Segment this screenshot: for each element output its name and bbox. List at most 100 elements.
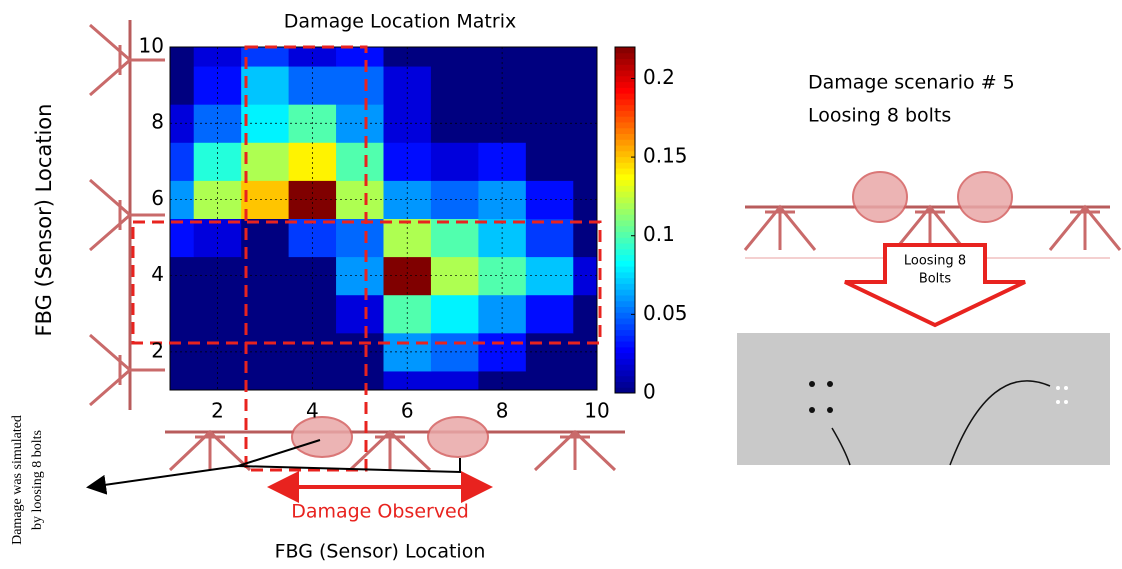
- colorbar-step: [615, 289, 635, 296]
- cell: [525, 66, 574, 105]
- colorbar-step: [615, 329, 635, 336]
- colorbar-step: [615, 185, 635, 192]
- colorbar-step: [615, 381, 635, 388]
- cell: [336, 218, 384, 258]
- x-axis-label: FBG (Sensor) Location: [275, 541, 486, 563]
- colorbar-step: [615, 225, 635, 233]
- cell: [430, 370, 479, 390]
- cell: [241, 66, 290, 105]
- y-tick-label: 8: [151, 110, 164, 134]
- cell: [573, 370, 597, 390]
- cell: [170, 370, 195, 390]
- cell: [430, 218, 479, 258]
- colorbar-step: [615, 145, 635, 152]
- colorbar-step: [615, 191, 635, 198]
- cell: [241, 370, 290, 390]
- y-tick-label: 10: [139, 34, 164, 58]
- colorbar-step: [615, 364, 635, 371]
- cell: [525, 294, 574, 334]
- cell: [478, 370, 527, 390]
- colorbar-step: [615, 335, 635, 342]
- colorbar-step: [615, 150, 635, 158]
- cell: [241, 218, 290, 258]
- cell: [525, 47, 574, 67]
- cell: [241, 47, 290, 67]
- colorbar-step: [615, 341, 635, 348]
- cell: [573, 294, 597, 334]
- cell: [478, 294, 527, 334]
- colorbar-step: [615, 104, 635, 111]
- annotation: Loosing 8: [904, 254, 966, 269]
- cell: [170, 66, 195, 105]
- cell: [170, 294, 195, 334]
- annotation: Damage scenario # 5: [808, 72, 1015, 94]
- colorbar-step: [615, 202, 635, 209]
- colorbar-step: [615, 116, 635, 123]
- cell: [525, 142, 574, 181]
- colorbar-step: [615, 87, 635, 94]
- cell: [573, 47, 597, 67]
- cell: [336, 66, 384, 105]
- colorbar-step: [615, 139, 635, 146]
- colorbar-step: [615, 294, 635, 302]
- colorbar-frame: [614, 46, 636, 394]
- cell: [241, 294, 290, 334]
- colorbar-step: [615, 358, 635, 365]
- colorbar-step: [615, 352, 635, 359]
- colorbar-step: [615, 369, 635, 377]
- colorbar-step: [615, 277, 635, 284]
- cell: [193, 294, 242, 334]
- cell: [478, 47, 527, 67]
- cell: [336, 47, 384, 67]
- cell: [170, 218, 195, 258]
- colorbar-step: [615, 237, 635, 244]
- colorbar-tick-label: 0.2: [643, 65, 675, 89]
- heatmap: [170, 47, 597, 390]
- y-tick-label: 4: [151, 262, 164, 286]
- cell: [430, 66, 479, 105]
- cell: [430, 294, 479, 334]
- colorbar-step: [615, 271, 635, 279]
- colorbar-step: [615, 387, 635, 394]
- colorbar-step: [615, 127, 635, 134]
- colorbar-step: [615, 260, 635, 267]
- colorbar-step: [615, 81, 635, 88]
- colorbar-tick-label: 0.15: [643, 144, 688, 168]
- colorbar-step: [615, 98, 635, 106]
- colorbar-step: [615, 196, 635, 204]
- colorbar-step: [615, 283, 635, 290]
- colorbar-step: [615, 133, 635, 140]
- cell: [383, 47, 432, 67]
- y-axis-label: FBG (Sensor) Location: [32, 104, 56, 337]
- colorbar-step: [615, 162, 635, 169]
- annotation: Loosing 8 bolts: [808, 105, 951, 127]
- dashed-column: [244, 45, 368, 472]
- cell: [573, 66, 597, 105]
- colorbar-step: [615, 254, 635, 261]
- x-tick-label: 8: [496, 399, 509, 423]
- colorbar-step: [615, 173, 635, 181]
- annotation: Bolts: [919, 272, 952, 287]
- left-structure: [89, 20, 625, 472]
- colorbar-tick-label: 0.05: [643, 301, 688, 325]
- colorbar-step: [615, 168, 635, 175]
- colorbar-step: [615, 231, 635, 238]
- colorbar-step: [615, 70, 635, 77]
- cell: [525, 218, 574, 258]
- x-tick-label: 2: [211, 399, 224, 423]
- colorbar-step: [615, 375, 635, 382]
- colorbar-step: [615, 248, 635, 256]
- cell: [193, 370, 242, 390]
- colorbar-tick-label: 0: [643, 380, 656, 404]
- cell: [336, 294, 384, 334]
- cell: [336, 142, 384, 181]
- colorbar-step: [615, 64, 635, 71]
- colorbar-step: [615, 306, 635, 313]
- y-tick-label: 6: [151, 186, 164, 210]
- colorbar-step: [615, 266, 635, 273]
- cell: [430, 47, 479, 67]
- colorbar-step: [615, 318, 635, 325]
- cell: [170, 47, 195, 67]
- colorbar-tick-label: 0.1: [643, 222, 675, 246]
